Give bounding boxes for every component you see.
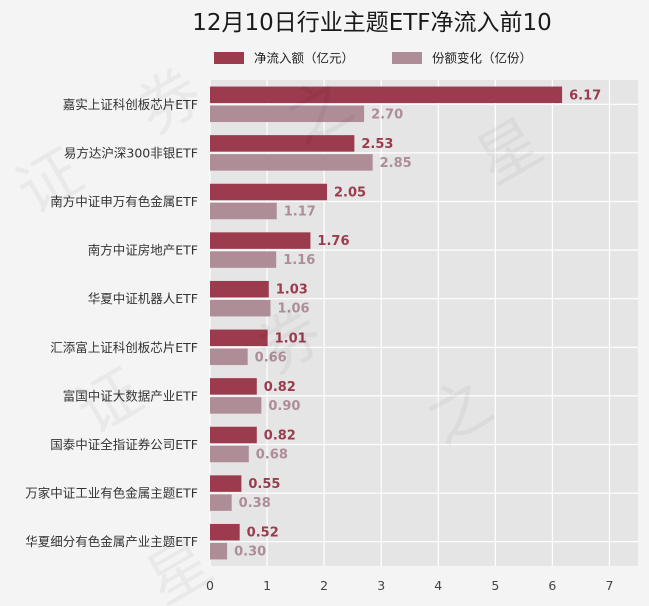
data-label: 1.06 (277, 302, 309, 317)
data-label: 1.76 (317, 234, 349, 249)
bar (210, 523, 240, 541)
bars (210, 86, 563, 560)
category-label: 南方中证申万有色金属ETF (50, 194, 198, 209)
bar (210, 475, 242, 492)
bar (210, 426, 257, 444)
bar (210, 251, 277, 268)
data-label: 0.55 (248, 477, 280, 492)
category-label: 汇添富上证科创板芯片ETF (50, 340, 198, 355)
category-label: 华夏中证机器人ETF (88, 291, 198, 306)
bar (210, 348, 248, 366)
x-tick-label: 4 (434, 578, 442, 593)
x-tick-label: 7 (605, 578, 613, 593)
chart-title: 12月10日行业主题ETF净流入前10 (192, 10, 552, 36)
x-tick-label: 0 (206, 578, 214, 593)
category-label: 易方达沪深300非银ETF (64, 145, 198, 160)
data-label: 2.70 (371, 107, 403, 122)
data-label: 6.17 (569, 88, 601, 103)
category-labels: 嘉实上证科创板芯片ETF 易方达沪深300非银ETF 南方中证申万有色金属ETF 南方… (25, 97, 198, 549)
x-tick-labels: 0 1 2 3 4 5 6 7 (206, 578, 613, 593)
data-label: 0.82 (264, 429, 296, 444)
bar (210, 494, 232, 511)
bar (210, 135, 355, 152)
watermark-glyph: 券 (124, 54, 214, 148)
data-label: 0.82 (264, 380, 296, 395)
data-label: 0.38 (239, 496, 271, 511)
watermark-glyph: 证 (64, 354, 154, 448)
bar (210, 202, 277, 220)
x-tick-label: 6 (548, 578, 556, 593)
x-tick-label: 3 (377, 578, 385, 593)
category-label: 万家中证工业有色金属主题ETF (25, 486, 198, 501)
legend-label: 份额变化（亿份） (432, 51, 532, 66)
category-label: 富国中证大数据产业ETF (63, 388, 198, 403)
data-label: 2.85 (380, 156, 412, 171)
x-tick-label: 1 (263, 578, 271, 593)
data-label: 0.66 (255, 350, 287, 365)
data-label: 2.05 (334, 186, 366, 201)
bar (210, 397, 262, 414)
x-tick-label: 2 (320, 578, 328, 593)
bar (210, 232, 311, 249)
bar (210, 154, 373, 171)
category-label: 嘉实上证科创板芯片ETF (63, 97, 198, 112)
bar (210, 280, 269, 298)
category-label: 国泰中证全指证券公司ETF (50, 437, 198, 452)
legend-swatch (392, 52, 422, 64)
data-label: 1.17 (284, 205, 316, 220)
legend-swatch (214, 52, 244, 64)
bar (210, 299, 271, 317)
bar (210, 378, 257, 395)
legend-label: 净流入额（亿元） (254, 51, 354, 66)
legend: 净流入额（亿元） 份额变化（亿份） (214, 51, 532, 66)
bar (210, 542, 228, 560)
category-label: 南方中证房地产ETF (88, 243, 198, 258)
data-label: 0.90 (268, 399, 300, 414)
data-label: 0.30 (234, 545, 266, 560)
data-label: 2.53 (361, 137, 393, 152)
data-label: 1.16 (283, 253, 315, 268)
data-labels: 6.17 2.70 2.53 2.85 2.05 1.171.761.16 1.03 1.06… (234, 88, 601, 559)
x-tick-label: 5 (491, 578, 499, 593)
bar (210, 86, 563, 104)
bar (210, 329, 268, 347)
bar (210, 445, 249, 463)
category-label: 华夏细分有色金属产业主题ETF (25, 534, 198, 549)
data-label: 0.52 (247, 526, 279, 541)
bar (210, 183, 327, 201)
bar (210, 105, 365, 123)
data-label: 0.68 (256, 448, 288, 463)
data-label: 1.01 (275, 331, 307, 346)
data-label: 1.03 (276, 283, 308, 298)
